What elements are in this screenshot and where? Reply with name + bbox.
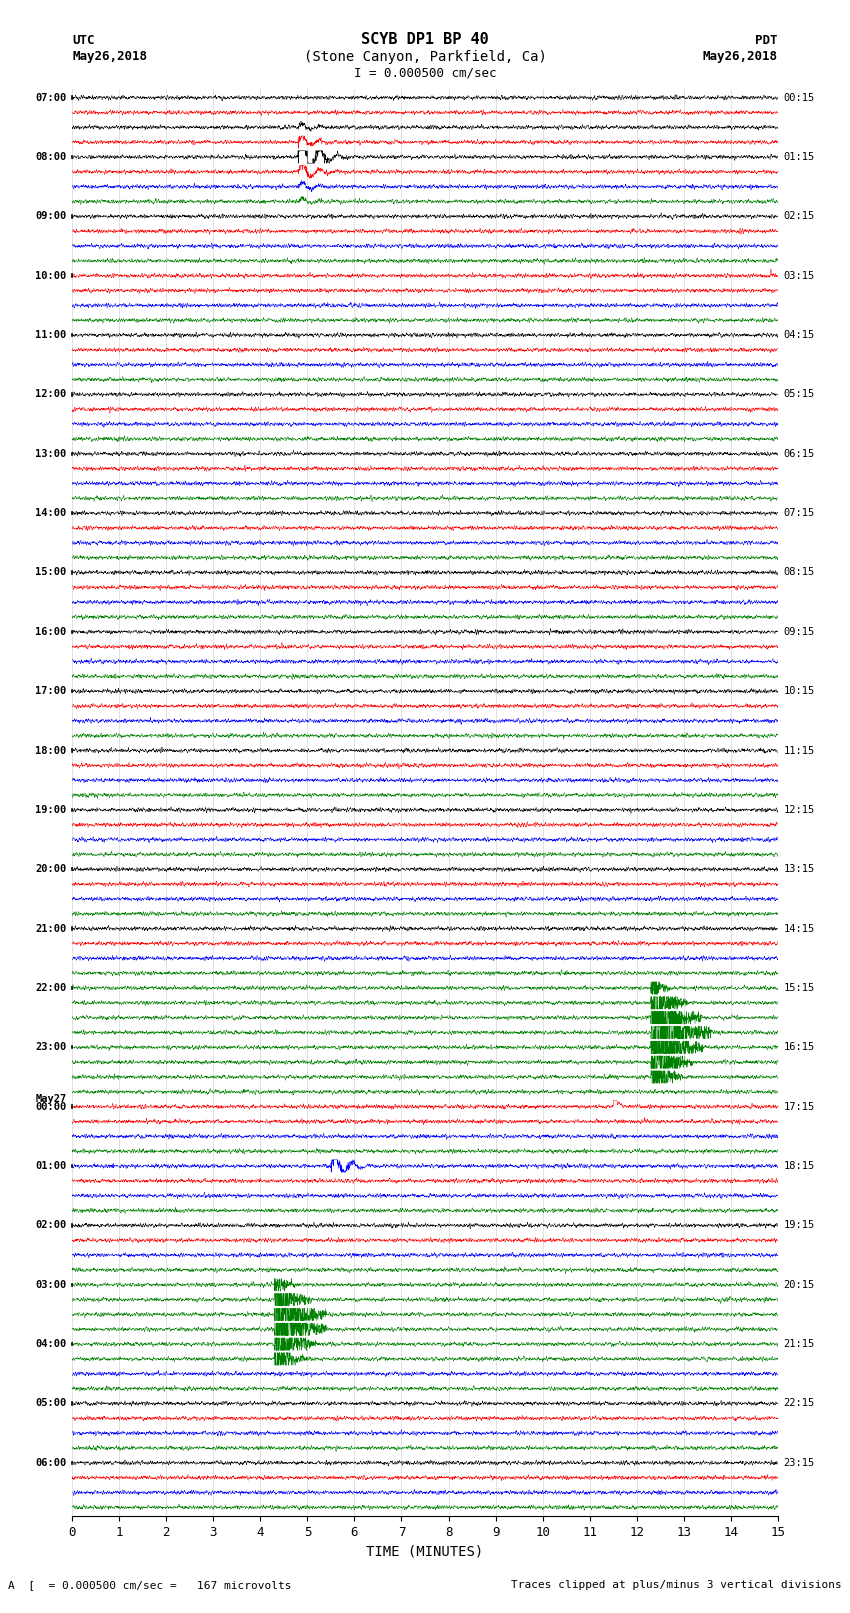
Text: 19:00: 19:00 (36, 805, 66, 815)
Text: A  [  = 0.000500 cm/sec =   167 microvolts: A [ = 0.000500 cm/sec = 167 microvolts (8, 1581, 292, 1590)
Text: 00:00: 00:00 (36, 1102, 66, 1111)
Text: 13:00: 13:00 (36, 448, 66, 458)
Text: May27: May27 (36, 1094, 66, 1103)
Text: 00:15: 00:15 (784, 92, 814, 103)
Text: 12:15: 12:15 (784, 805, 814, 815)
Text: 09:00: 09:00 (36, 211, 66, 221)
Text: 10:00: 10:00 (36, 271, 66, 281)
Text: 11:15: 11:15 (784, 745, 814, 755)
Text: UTC: UTC (72, 34, 94, 47)
Text: 02:15: 02:15 (784, 211, 814, 221)
Text: 14:15: 14:15 (784, 924, 814, 934)
Text: 04:00: 04:00 (36, 1339, 66, 1348)
Text: 17:15: 17:15 (784, 1102, 814, 1111)
Text: 01:15: 01:15 (784, 152, 814, 161)
Text: 08:15: 08:15 (784, 568, 814, 577)
Text: 03:15: 03:15 (784, 271, 814, 281)
Text: 22:15: 22:15 (784, 1398, 814, 1408)
Text: 20:00: 20:00 (36, 865, 66, 874)
Text: 21:00: 21:00 (36, 924, 66, 934)
Text: 05:00: 05:00 (36, 1398, 66, 1408)
Text: 06:00: 06:00 (36, 1458, 66, 1468)
Text: 15:15: 15:15 (784, 982, 814, 994)
Text: 11:00: 11:00 (36, 331, 66, 340)
Text: I = 0.000500 cm/sec: I = 0.000500 cm/sec (354, 66, 496, 79)
Text: 07:00: 07:00 (36, 92, 66, 103)
Text: May26,2018: May26,2018 (72, 50, 147, 63)
Text: 18:00: 18:00 (36, 745, 66, 755)
Text: May26,2018: May26,2018 (703, 50, 778, 63)
Text: SCYB DP1 BP 40: SCYB DP1 BP 40 (361, 32, 489, 47)
Text: 17:00: 17:00 (36, 686, 66, 697)
Text: PDT: PDT (756, 34, 778, 47)
Text: 20:15: 20:15 (784, 1279, 814, 1290)
Text: 15:00: 15:00 (36, 568, 66, 577)
Text: 13:15: 13:15 (784, 865, 814, 874)
Text: 02:00: 02:00 (36, 1221, 66, 1231)
X-axis label: TIME (MINUTES): TIME (MINUTES) (366, 1545, 484, 1558)
Text: 10:15: 10:15 (784, 686, 814, 697)
Text: 18:15: 18:15 (784, 1161, 814, 1171)
Text: 23:00: 23:00 (36, 1042, 66, 1052)
Text: 01:00: 01:00 (36, 1161, 66, 1171)
Text: 04:15: 04:15 (784, 331, 814, 340)
Text: 16:15: 16:15 (784, 1042, 814, 1052)
Text: 08:00: 08:00 (36, 152, 66, 161)
Text: 12:00: 12:00 (36, 389, 66, 400)
Text: 16:00: 16:00 (36, 627, 66, 637)
Text: 21:15: 21:15 (784, 1339, 814, 1348)
Text: 03:00: 03:00 (36, 1279, 66, 1290)
Text: 09:15: 09:15 (784, 627, 814, 637)
Text: 05:15: 05:15 (784, 389, 814, 400)
Text: 07:15: 07:15 (784, 508, 814, 518)
Text: (Stone Canyon, Parkfield, Ca): (Stone Canyon, Parkfield, Ca) (303, 50, 547, 65)
Text: 06:15: 06:15 (784, 448, 814, 458)
Text: 22:00: 22:00 (36, 982, 66, 994)
Text: 14:00: 14:00 (36, 508, 66, 518)
Text: 19:15: 19:15 (784, 1221, 814, 1231)
Text: 23:15: 23:15 (784, 1458, 814, 1468)
Text: Traces clipped at plus/minus 3 vertical divisions: Traces clipped at plus/minus 3 vertical … (511, 1581, 842, 1590)
